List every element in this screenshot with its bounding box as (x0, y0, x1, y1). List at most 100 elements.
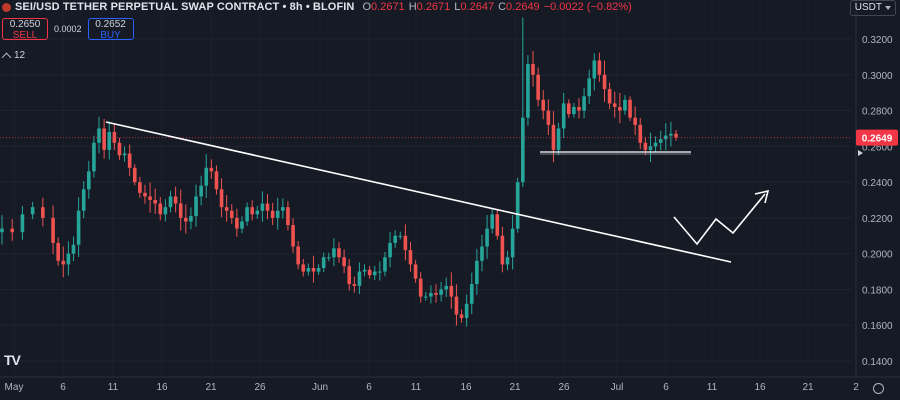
candle-body (194, 196, 198, 217)
candle-body (669, 133, 673, 136)
ohlc-value: 0.2647 (460, 1, 495, 13)
chevron-up-icon (1, 52, 12, 62)
x-tick-label: 26 (558, 382, 570, 393)
candle-body (449, 285, 454, 297)
indicators-toggle[interactable]: 12 (1, 50, 26, 62)
chart-header: SEI/USD TETHER PERPETUAL SWAP CONTRACT •… (0, 0, 636, 14)
candle-body (10, 228, 15, 233)
candle-body (66, 253, 71, 265)
candle-body (199, 185, 203, 197)
trendline (105, 121, 732, 263)
candle-body (71, 244, 76, 254)
price-change: −0.0022 (−0.82%) (543, 1, 632, 13)
candle-body (127, 153, 132, 168)
candle-body (556, 128, 561, 150)
candle-body (403, 235, 408, 251)
candle-body (388, 242, 392, 258)
candle-body (102, 128, 106, 150)
x-tick-label: 16 (156, 382, 168, 393)
candle-body (107, 132, 112, 150)
candle-body (633, 117, 637, 125)
candle-body (413, 264, 418, 279)
candle-body (41, 207, 45, 218)
candle-body (229, 210, 234, 218)
candle-body (500, 235, 505, 265)
candle-body (607, 89, 612, 104)
x-tick-label: 16 (754, 382, 766, 393)
candle-body (674, 133, 678, 138)
candle-body (582, 96, 586, 111)
candle-body (219, 189, 224, 208)
candle-body (189, 216, 193, 222)
candle-body (296, 246, 300, 265)
candle-body (418, 278, 423, 297)
ohlc-readout: O0.2671 H0.2671 L0.2647 C0.2649 −0.0022 (−0.… (362, 1, 635, 13)
indicator-count: 12 (14, 50, 26, 61)
candle-body (143, 192, 147, 197)
x-tick-label: 2 (853, 382, 859, 393)
candle-body (0, 228, 4, 233)
candle-body (250, 207, 254, 215)
candle-body (173, 196, 178, 204)
candle-body (623, 99, 627, 111)
candle-body (265, 203, 270, 211)
y-tick-label: 0.1800 (862, 285, 893, 296)
x-tick-label: Jul (611, 382, 624, 393)
spread-value: 0.0002 (54, 24, 82, 34)
sell-label: SELL (12, 30, 38, 41)
x-tick-label: 21 (205, 382, 217, 393)
sell-button[interactable]: 0.2650 SELL (2, 18, 48, 41)
candle-body (587, 78, 591, 97)
candle-body (240, 221, 244, 229)
candle-body (475, 260, 479, 285)
candle-body (602, 74, 607, 90)
buy-price: 0.2652 (95, 19, 126, 30)
settings-gear-icon[interactable] (873, 383, 884, 394)
candle-body (592, 60, 597, 79)
candle-body (480, 246, 484, 261)
candle-body (245, 207, 249, 222)
candle-body (561, 103, 566, 129)
y-tick-label: 0.1600 (862, 321, 893, 332)
candle-body (153, 200, 157, 204)
candle-body (648, 146, 653, 150)
candle-body (510, 228, 515, 258)
symbol-title[interactable]: SEI/USD TETHER PERPETUAL SWAP CONTRACT •… (15, 1, 355, 13)
candle-body (87, 171, 91, 190)
candle-body (184, 217, 188, 222)
candle-body (163, 207, 168, 215)
candle-body (20, 214, 25, 233)
candle-body (214, 171, 219, 190)
candle-body (117, 142, 122, 156)
candle-body (138, 182, 142, 193)
x-tick-label: 6 (60, 382, 66, 393)
candle-body (643, 142, 648, 150)
candle-body (260, 203, 265, 211)
x-tick-label: 16 (460, 382, 472, 393)
candle-body (653, 142, 658, 147)
candle-body (301, 264, 306, 272)
candle-body (281, 207, 285, 211)
candle-body (439, 289, 443, 295)
candle-body (658, 139, 663, 143)
candle-body (597, 60, 602, 75)
candle-body (30, 207, 35, 215)
candle-body (628, 99, 632, 118)
chevron-down-icon (885, 6, 891, 10)
x-tick-label: 6 (663, 382, 669, 393)
candle-body (490, 214, 494, 229)
logo-text: TV (4, 352, 21, 368)
candle-body (383, 257, 387, 272)
sell-price: 0.2650 (9, 19, 41, 30)
price-marker-icon (858, 150, 863, 156)
candle-body (551, 124, 556, 150)
currency-selector[interactable]: USDT (849, 0, 896, 16)
x-tick-label: 11 (411, 382, 422, 393)
arrow-head-icon (754, 189, 770, 204)
x-tick-label: 26 (254, 382, 266, 393)
candle-body (51, 217, 55, 243)
ohlc-key: H (408, 1, 417, 13)
y-tick-label: 0.2400 (862, 178, 893, 189)
buy-button[interactable]: 0.2652 BUY (87, 18, 134, 41)
